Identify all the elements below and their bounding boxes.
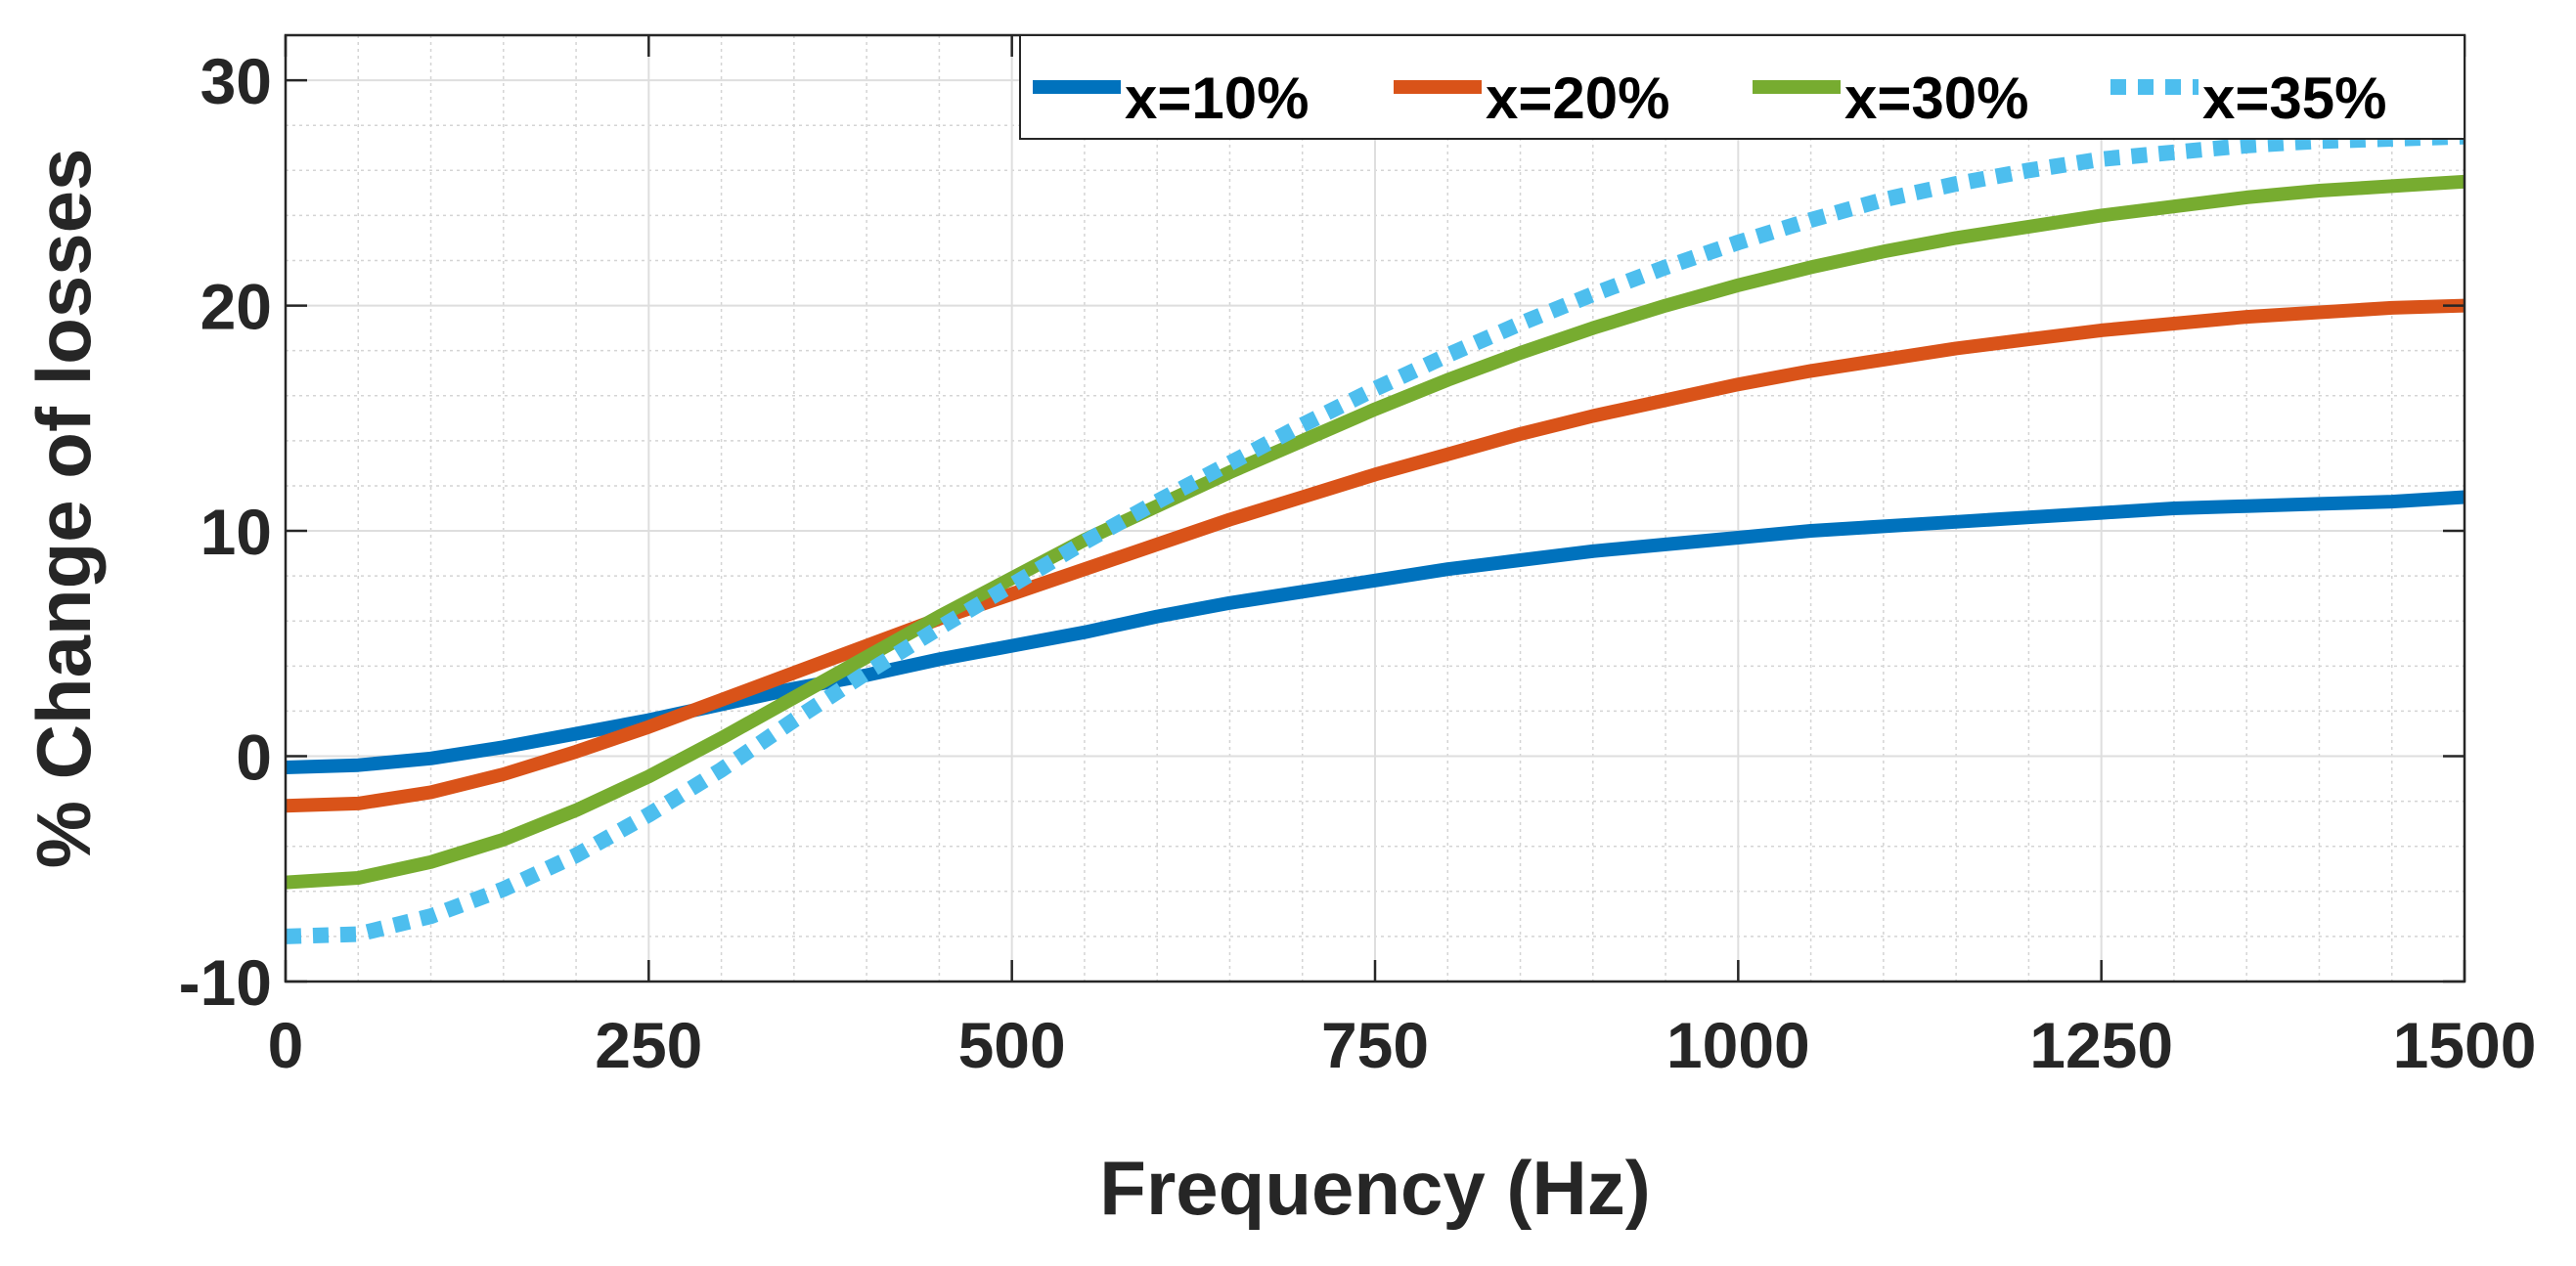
y-tick-label: 30 [200, 45, 272, 117]
y-tick-label: -10 [179, 946, 272, 1019]
x-tick-label: 1000 [1666, 1009, 1810, 1081]
y-axis-label: % Change of losses [21, 149, 107, 869]
x-tick-label: 250 [595, 1009, 702, 1081]
y-tick-label: 10 [200, 496, 272, 568]
x-tick-label: 0 [268, 1009, 304, 1081]
x-axis-label: Frequency (Hz) [1099, 1145, 1650, 1231]
series-line-x30 [285, 174, 2465, 890]
x-tick-label: 1500 [2393, 1009, 2537, 1081]
legend-label-x35: x=35% [2202, 65, 2387, 131]
legend-label-x30: x=30% [1844, 65, 2029, 131]
legend-box [1019, 34, 2465, 140]
legend-label-x20: x=20% [1486, 65, 1670, 131]
y-tick-labels: -10 0 10 20 30 [179, 45, 272, 1019]
x-tick-label: 500 [958, 1009, 1066, 1081]
series-layer [285, 128, 2465, 944]
series-line-x35 [285, 128, 2465, 944]
legend-label-x10: x=10% [1125, 65, 1310, 131]
legend: x=10% x=20% x=30% x=35% [1019, 34, 2465, 140]
x-tick-label: 1250 [2029, 1009, 2173, 1081]
x-tick-label: 750 [1321, 1009, 1429, 1081]
y-tick-label: 20 [200, 271, 272, 343]
y-tick-label: 0 [236, 721, 272, 794]
x-tick-labels: 0 250 500 750 1000 1250 1500 [268, 1009, 2537, 1081]
series-line-x20 [285, 298, 2465, 813]
